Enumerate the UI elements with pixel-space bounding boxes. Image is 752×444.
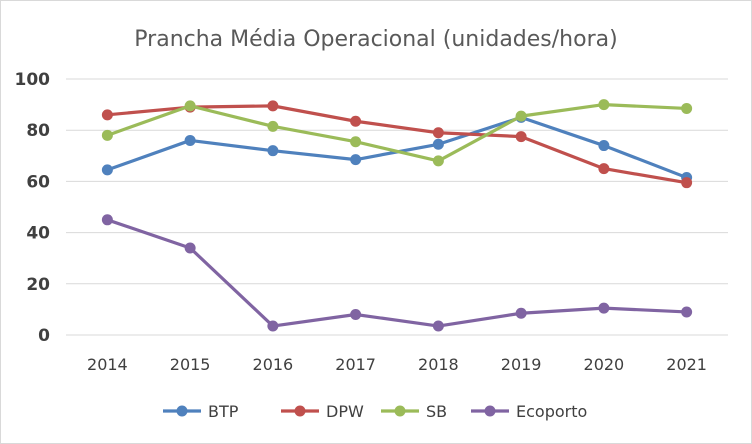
data-point-ecoporto [101,214,113,226]
data-point-ecoporto [350,309,362,321]
data-point-dpw [101,109,113,121]
series-line-dpw [105,104,689,185]
data-point-ecoporto [432,320,444,332]
legend-label: SB [426,402,447,421]
data-point-btp [598,140,610,152]
x-tick-label: 2019 [501,355,542,374]
data-point-ecoporto [515,307,527,319]
data-point-sb [432,155,444,167]
legend-marker [484,405,496,417]
data-point-ecoporto [681,306,693,318]
data-point-sb [350,136,362,148]
data-point-sb [101,129,113,141]
legend-marker [294,405,306,417]
data-point-btp [184,134,196,146]
legend-marker [394,405,406,417]
data-point-btp [101,164,113,176]
legend-label: DPW [326,402,364,421]
data-point-ecoporto [184,242,196,254]
x-tick-label: 2016 [253,355,294,374]
y-tick-label: 20 [26,275,50,295]
x-tick-label: 2018 [418,355,459,374]
y-tick-label: 40 [26,224,50,244]
data-point-btp [267,145,279,157]
data-point-sb [184,100,196,112]
series-group [101,99,693,332]
data-point-sb [515,110,527,122]
data-point-ecoporto [267,320,279,332]
x-tick-label: 2017 [335,355,376,374]
x-tick-label: 2014 [87,355,128,374]
data-point-btp [432,138,444,150]
legend-label: BTP [208,402,239,421]
y-tick-label: 60 [26,172,50,192]
x-axis-ticks: 2014 2015 2016 2017 2018 2019 2020 2021 [87,355,707,374]
series-line-ecoporto [105,218,689,328]
y-axis-ticks: 0 20 40 60 80 100 [15,70,51,346]
data-point-dpw [515,131,527,143]
x-tick-label: 2021 [666,355,707,374]
data-point-sb [681,102,693,114]
legend-item-dpw: DPW [281,402,364,421]
legend-item-btp: BTP [163,402,239,421]
y-tick-label: 0 [38,326,50,346]
x-tick-label: 2020 [584,355,625,374]
gridlines [66,78,728,336]
data-point-ecoporto [598,302,610,314]
data-point-dpw [350,115,362,127]
chart-title: Prancha Média Operacional (unidades/hora… [134,27,617,52]
series-sb [101,99,693,167]
data-point-dpw [432,127,444,139]
y-tick-label: 80 [26,121,50,141]
x-tick-label: 2015 [170,355,211,374]
data-point-btp [350,154,362,166]
data-point-sb [598,99,610,111]
data-point-dpw [267,100,279,112]
data-point-dpw [598,163,610,175]
y-tick-label: 100 [15,70,51,90]
series-line-sb [105,102,689,163]
series-ecoporto [101,214,693,332]
legend-label: Ecoporto [516,402,587,421]
legend-marker [176,405,188,417]
legend-item-ecoporto: Ecoporto [471,402,587,421]
data-point-sb [267,120,279,132]
data-point-dpw [681,177,693,189]
legend: BTP DPW SB Ecoporto [163,402,587,421]
legend-item-sb: SB [381,402,447,421]
